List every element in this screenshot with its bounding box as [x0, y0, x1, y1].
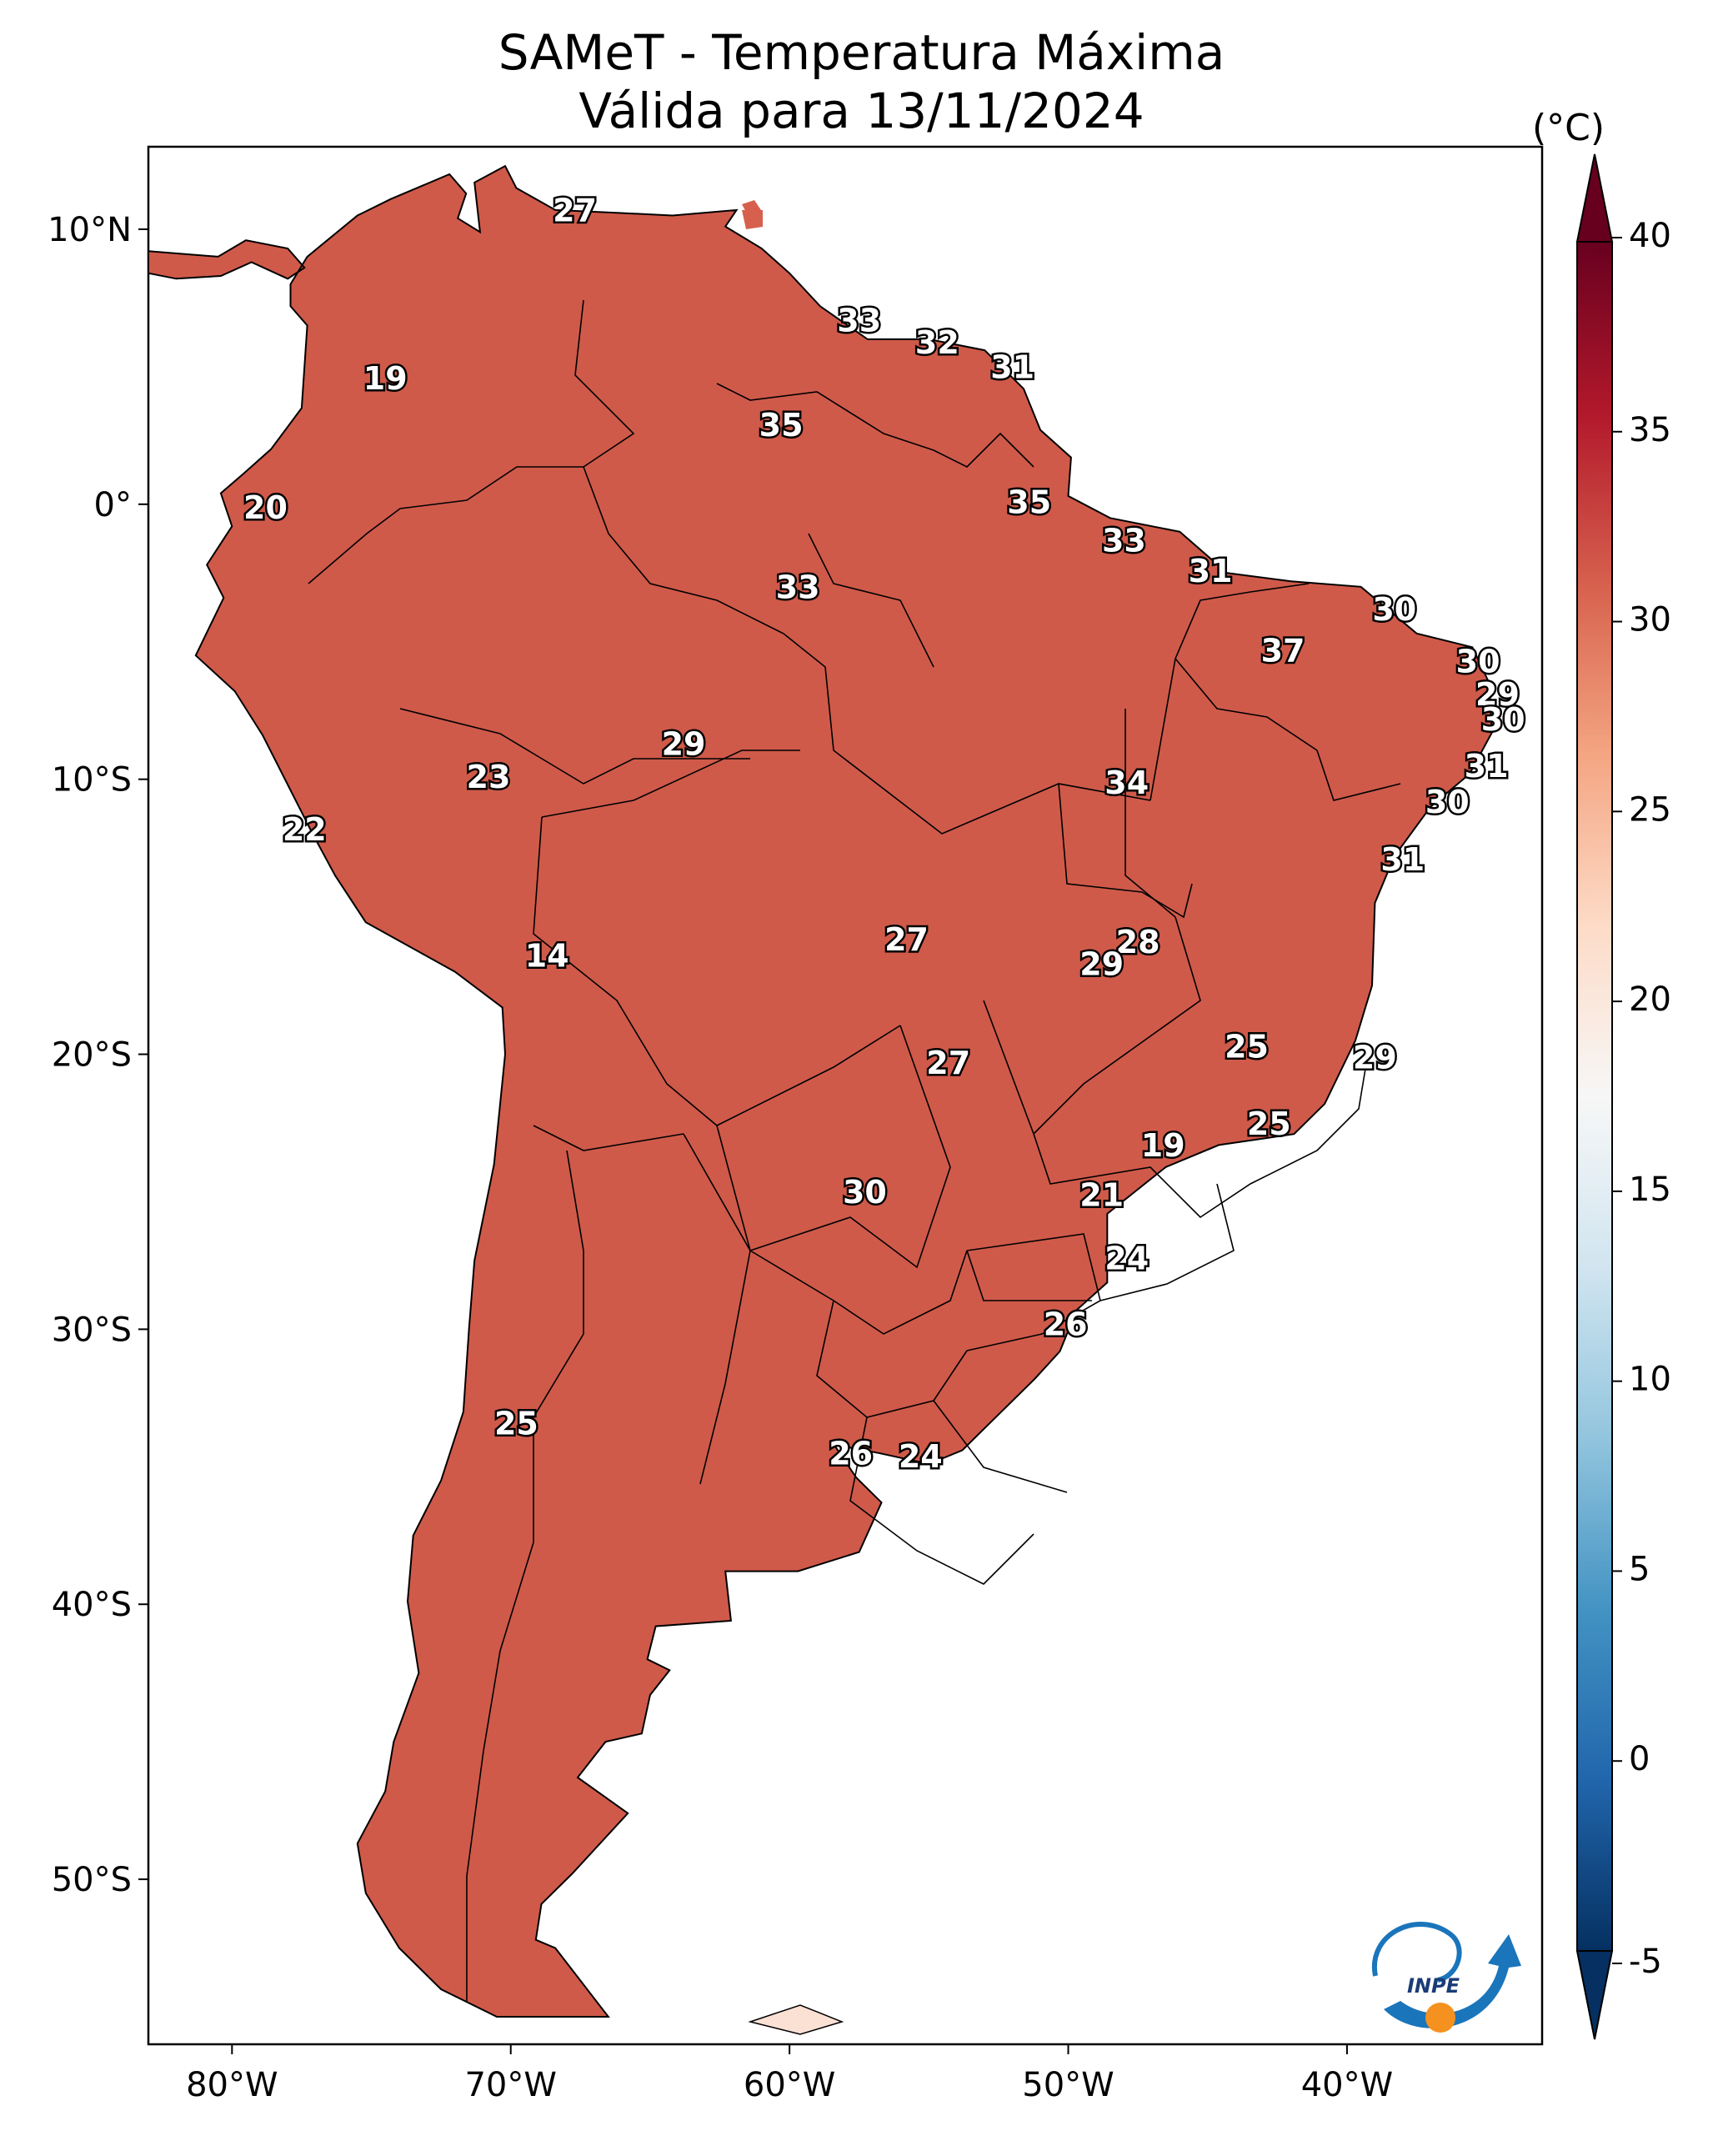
temperature-label: 26: [1044, 1306, 1088, 1343]
colorbar-tick-label: 0: [1629, 1740, 1650, 1778]
temperature-label: 19: [1141, 1127, 1185, 1164]
lat-tick-label: 10°S: [52, 761, 132, 800]
colorbar-body: [1576, 241, 1613, 1952]
temperature-label: 35: [759, 407, 804, 444]
colorbar-tick-label: 35: [1629, 411, 1671, 449]
temperature-label: 27: [884, 921, 929, 958]
temperature-label: 28: [1116, 924, 1160, 960]
temperature-label: 24: [1104, 1240, 1149, 1276]
islands: [742, 200, 844, 2035]
temperature-label: 30: [1456, 644, 1500, 680]
temperature-label: 25: [1247, 1106, 1291, 1142]
temperature-label: 35: [1007, 484, 1051, 520]
temperature-label: 31: [1465, 748, 1509, 785]
temperature-label: 24: [899, 1438, 943, 1475]
temperature-label: 34: [1104, 765, 1149, 801]
temperature-label: 22: [283, 811, 327, 848]
temperature-label: 14: [525, 938, 569, 975]
temperature-label: 25: [1225, 1028, 1269, 1065]
colorbar-tick-label: 30: [1629, 601, 1671, 639]
inpe-logo-text: INPE: [1407, 1974, 1460, 1998]
temperature-label: 20: [243, 489, 288, 526]
temperature-label: 29: [1475, 676, 1520, 713]
colorbar-min-extension: [1575, 1950, 1614, 2040]
temperature-label: 31: [1189, 553, 1233, 589]
temperature-label: 27: [926, 1045, 970, 1081]
longitude-axis: 80°W 70°W 60°W 50°W 40°W: [186, 2044, 1393, 2104]
latitude-axis: 10°N 0° 10°S 20°S 30°S 40°S 50°S: [48, 211, 148, 1899]
lon-tick-label: 50°W: [1022, 2066, 1114, 2104]
lat-tick-label: 10°N: [48, 211, 132, 249]
political-borders: [308, 299, 1401, 2001]
temperature-label: 19: [363, 360, 408, 397]
temperature-label: 25: [494, 1405, 538, 1442]
colorbar-tick-label: 10: [1629, 1361, 1671, 1399]
lat-tick-label: 40°S: [52, 1586, 132, 1624]
temperature-label: 26: [829, 1436, 873, 1472]
lon-tick-label: 40°W: [1301, 2066, 1393, 2104]
temperature-label: 30: [843, 1174, 887, 1211]
temperature-label: 23: [467, 759, 511, 795]
temperature-label: 21: [1079, 1177, 1124, 1214]
colorbar-tick-label: -5: [1629, 1943, 1662, 1981]
temperature-label: 31: [1380, 841, 1425, 878]
temperature-label: 33: [776, 569, 820, 606]
lat-tick-label: 20°S: [52, 1036, 132, 1075]
lat-tick-label: 30°S: [52, 1311, 132, 1349]
temperature-label: 30: [1425, 784, 1470, 820]
temperature-label: 33: [837, 303, 881, 339]
temperature-label: 37: [1261, 632, 1305, 669]
lon-tick-label: 70°W: [464, 2066, 556, 2104]
temperature-label: 31: [990, 349, 1034, 386]
colorbar-ticks: 40 35 30 25 20 15 10 5 0 -5: [1612, 217, 1671, 1981]
colorbar-tick-label: 5: [1629, 1550, 1650, 1588]
temperature-label: 32: [915, 324, 959, 361]
temperature-label: 29: [1353, 1040, 1397, 1076]
colorbar-max-extension: [1575, 153, 1614, 243]
lat-tick-label: 50°S: [52, 1861, 132, 1899]
map-title-line2: Válida para 13/11/2024: [579, 83, 1144, 139]
temperature-label: 30: [1372, 591, 1416, 628]
colorbar-tick-label: 25: [1629, 790, 1671, 829]
temperature-label: 30: [1481, 701, 1525, 738]
colorbar-tick-label: 20: [1629, 980, 1671, 1019]
inpe-logo: INPE: [1371, 1922, 1521, 2033]
temperature-label: 27: [553, 193, 597, 229]
lon-tick-label: 60°W: [744, 2066, 835, 2104]
temperature-label: 33: [1102, 522, 1146, 559]
temperature-label: 29: [662, 726, 706, 763]
map-title-line1: SAMeT - Temperatura Máxima: [498, 24, 1225, 81]
colorbar-tick-label: 40: [1629, 217, 1671, 255]
lat-tick-label: 0°: [94, 486, 132, 524]
colorbar: 40 35 30 25 20 15 10 5 0 -5: [1575, 153, 1671, 2040]
colorbar-unit-label: (°C): [1532, 107, 1605, 149]
lon-tick-label: 80°W: [186, 2066, 278, 2104]
colorbar-tick-label: 15: [1629, 1171, 1671, 1209]
temperature-label: 29: [1079, 945, 1124, 982]
